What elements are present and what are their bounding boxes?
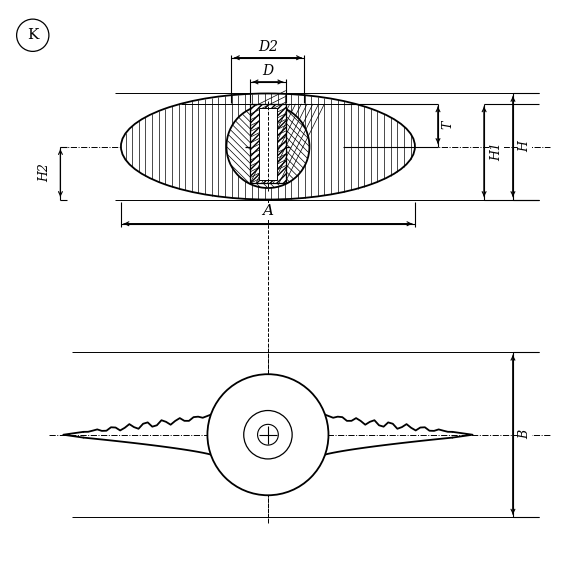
Bar: [260, 107, 276, 180]
Bar: [250, 104, 286, 183]
Text: A: A: [262, 204, 274, 218]
Bar: [250, 104, 286, 183]
Text: B: B: [518, 430, 531, 439]
Text: T: T: [442, 121, 455, 129]
Ellipse shape: [226, 105, 310, 188]
Bar: [250, 104, 286, 183]
Text: D2: D2: [258, 41, 278, 55]
Text: H1: H1: [490, 142, 503, 161]
Ellipse shape: [121, 93, 415, 200]
Circle shape: [207, 374, 328, 495]
Text: H: H: [518, 141, 531, 152]
Text: K: K: [27, 28, 38, 42]
Text: D: D: [262, 64, 274, 78]
Text: H2: H2: [38, 164, 51, 183]
